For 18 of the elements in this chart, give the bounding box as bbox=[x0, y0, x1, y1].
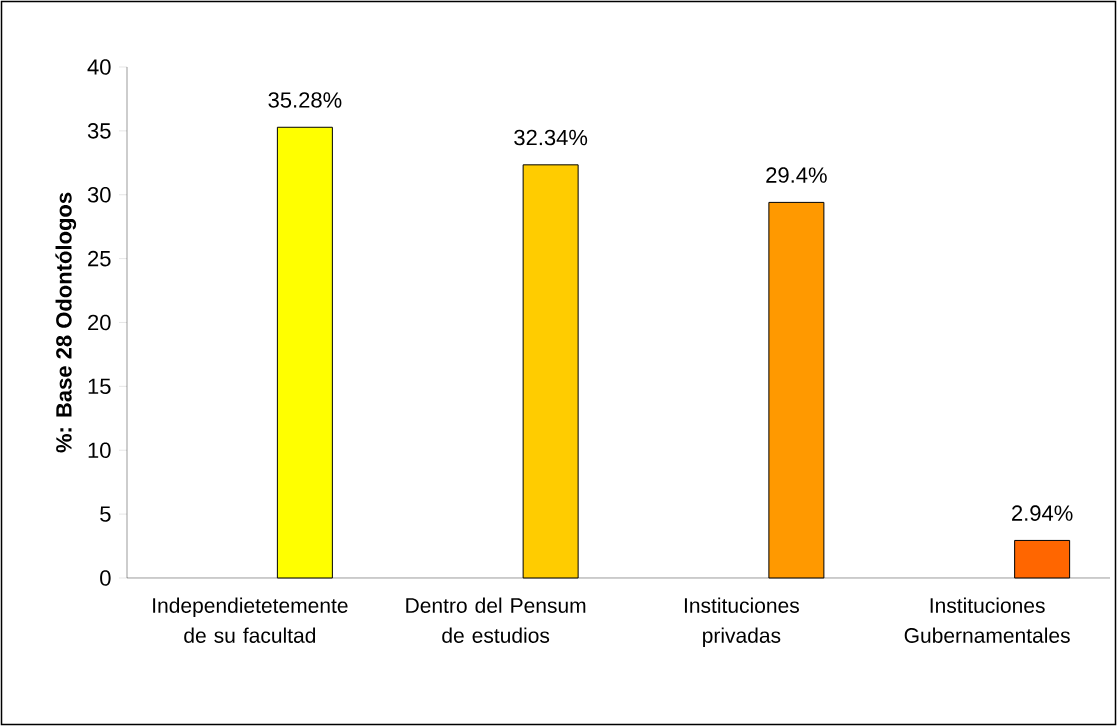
y-tick-label: 10 bbox=[88, 442, 111, 459]
data-label: 35.28% bbox=[268, 92, 342, 108]
y-tick-label: 25 bbox=[88, 250, 111, 267]
x-tick-label: Dentro del Pensum de estudios bbox=[406, 597, 586, 643]
x-tick-label: Instituciones Gubernamentales bbox=[904, 597, 1070, 643]
y-tick-label: 15 bbox=[88, 378, 111, 395]
y-tick-label: 0 bbox=[100, 570, 111, 586]
y-axis-title: %: Base 28 Odontólogos bbox=[55, 192, 77, 453]
y-tick-label: 30 bbox=[87, 186, 111, 203]
y-tick-label: 35 bbox=[87, 123, 111, 139]
data-label: 2.94% bbox=[1012, 505, 1073, 521]
y-tick-label: 5 bbox=[100, 506, 111, 522]
y-tick-label: 40 bbox=[87, 59, 111, 75]
x-tick-label: Instituciones privadas bbox=[684, 597, 799, 648]
y-tick-label: 20 bbox=[88, 314, 111, 331]
data-label: 29.4% bbox=[766, 167, 827, 183]
data-label: 32.34% bbox=[514, 129, 588, 146]
x-tick-label: Independietetemente de su facultad bbox=[153, 597, 348, 643]
